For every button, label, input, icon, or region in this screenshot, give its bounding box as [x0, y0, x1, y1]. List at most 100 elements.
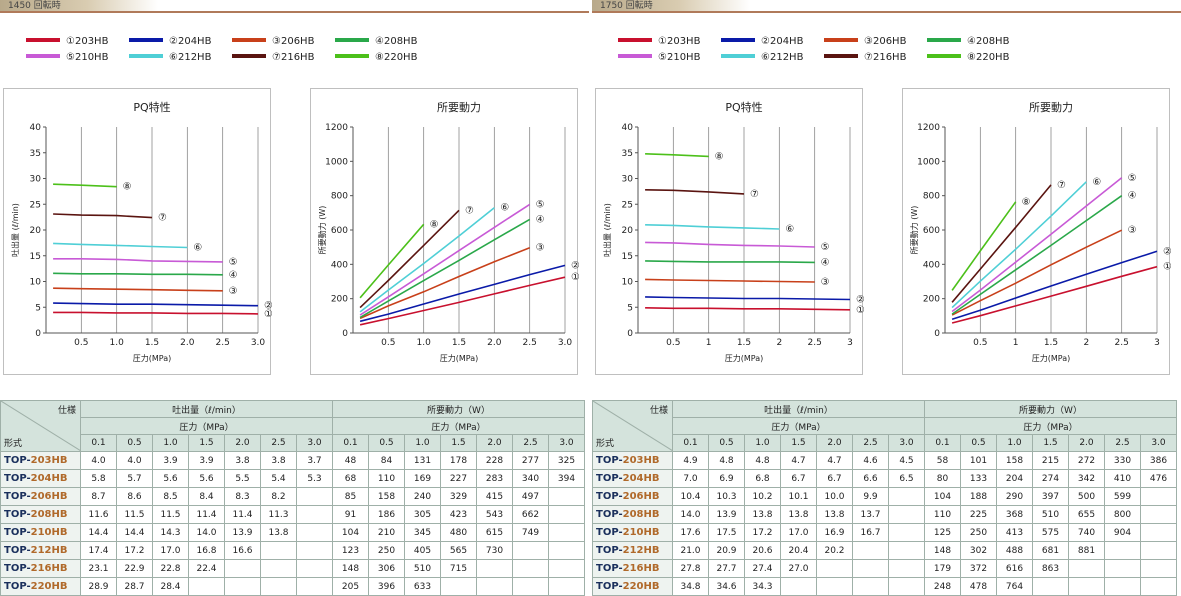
- model-name: TOP-212HB: [0, 541, 81, 560]
- x-tick-label: 3.0: [558, 338, 573, 348]
- power-cell: 133: [960, 469, 997, 488]
- power-cell: 386: [1140, 451, 1177, 470]
- legend-swatch: [824, 38, 858, 42]
- series-marker-210hb: ⑤: [1128, 173, 1137, 184]
- power-cell: 330: [1104, 451, 1141, 470]
- series-line-206hb: [951, 229, 1123, 316]
- model-name: TOP-204HB: [0, 469, 81, 488]
- power-cell: 80: [924, 469, 961, 488]
- series-line-204hb: [359, 264, 566, 323]
- x-tick-label: 1: [706, 338, 712, 348]
- flow-cell: 3.7: [296, 451, 333, 470]
- model-suffix: 220HB: [622, 581, 660, 592]
- power-cell: 58: [924, 451, 961, 470]
- pressure-value: 2.5: [852, 434, 889, 452]
- power-cell: 397: [1032, 487, 1069, 506]
- flow-cell: 8.3: [224, 487, 261, 506]
- table-row: TOP-216HB 27.8 27.7 27.4 27.0 179 372 616 863: [592, 559, 1177, 578]
- legend-swatch: [721, 38, 755, 42]
- model-name: TOP-210HB: [0, 523, 81, 542]
- legend-label: ⑧220HB: [967, 52, 1010, 63]
- model-suffix: 204HB: [30, 473, 68, 484]
- model-prefix: TOP-: [596, 581, 623, 592]
- flow-cell: 13.9: [224, 523, 261, 542]
- series-marker-220hb: ⑧: [123, 182, 132, 193]
- flow-cell: 10.1: [780, 487, 817, 506]
- x-tick-label: 0.5: [973, 338, 987, 348]
- x-tick-label: 1.0: [110, 338, 125, 348]
- power-cell: 205: [332, 577, 369, 596]
- x-tick-label: 0.5: [74, 338, 88, 348]
- y-axis-label: 所要動力 (W): [317, 206, 327, 255]
- pressure-label: 圧力（MPa）: [332, 417, 585, 435]
- series-marker-203hb: ①: [856, 305, 864, 316]
- power-cell: 169: [404, 469, 441, 488]
- flow-cell: 4.8: [744, 451, 781, 470]
- spec-table: 仕様 形式 吐出量（ℓ/min） 所要動力（W） 圧力（MPa） 圧力（MPa） 0.1 0.…: [0, 400, 585, 596]
- power-cell: [548, 505, 585, 524]
- pressure-value: 0.1: [924, 434, 961, 452]
- power-chart-svg: 所要動力 0.5 1.0 1.5 2.0 2.5 3.0 0 200 400 600 800 1000 1…: [317, 100, 579, 363]
- flow-cell: [296, 505, 333, 524]
- legend-swatch: [26, 38, 60, 42]
- series-line-204hb: [951, 250, 1158, 321]
- series-line-220hb: [645, 153, 709, 158]
- flow-cell: 5.3: [296, 469, 333, 488]
- pq-chart-svg: PQ特性 0.5 1.0 1.5 2.0 2.5 3.0 0 5 10 15 20 25 30 35 40 圧力…: [10, 100, 272, 363]
- power-cell: [548, 523, 585, 542]
- y-tick-label: 1000: [325, 157, 348, 167]
- legend-swatch: [232, 38, 266, 42]
- flow-cell: 28.7: [116, 577, 153, 596]
- legend-label: ②204HB: [761, 36, 804, 47]
- series-marker-210hb: ⑤: [536, 199, 545, 210]
- power-cell: 655: [1068, 505, 1105, 524]
- x-axis-label: 圧力(MPa): [440, 353, 479, 363]
- flow-cell: 16.6: [224, 541, 261, 560]
- model-suffix: 203HB: [622, 455, 660, 466]
- model-prefix: TOP-: [596, 455, 623, 466]
- x-axis-label: 圧力(MPa): [133, 353, 172, 363]
- power-cell: 104: [924, 487, 961, 506]
- flow-cell: 5.8: [80, 469, 117, 488]
- flow-cell: 10.0: [816, 487, 853, 506]
- legend-label: ⑧220HB: [375, 52, 418, 63]
- pressure-value: 0.1: [672, 434, 709, 452]
- rpm-rule: [592, 11, 1181, 13]
- flow-cell: 3.8: [224, 451, 261, 470]
- y-tick-label: 200: [923, 295, 940, 305]
- series-marker-203hb: ①: [571, 272, 579, 283]
- power-cell: 215: [1032, 451, 1069, 470]
- power-cell: 148: [332, 559, 369, 578]
- flow-cell: [852, 577, 889, 596]
- flow-cell: 10.2: [744, 487, 781, 506]
- flow-cell: 8.4: [188, 487, 225, 506]
- legend-item-210hb: ⑤210HB: [618, 51, 700, 65]
- power-cell: [1032, 577, 1069, 596]
- legend-swatch: [232, 54, 266, 58]
- model-prefix: TOP-: [4, 545, 31, 556]
- rpm-rule: [0, 11, 589, 13]
- power-cell: 250: [960, 523, 997, 542]
- x-tick-label: 3.0: [251, 338, 266, 348]
- pressure-value: 0.5: [368, 434, 405, 452]
- power-cell: 410: [1104, 469, 1141, 488]
- pressure-value: 3.0: [1140, 434, 1177, 452]
- legend: ①203HB ②204HB ③206HB ④208HB ⑤210HB ⑥212HB ⑦216…: [618, 35, 1138, 65]
- series-marker-204hb: ②: [571, 260, 579, 271]
- flow-cell: 13.8: [260, 523, 297, 542]
- power-cell: 730: [476, 541, 513, 560]
- series-marker-208hb: ④: [1128, 191, 1137, 202]
- power-cell: [1140, 505, 1177, 524]
- power-cell: 85: [332, 487, 369, 506]
- flow-cell: 6.5: [888, 469, 925, 488]
- flow-cell: 14.3: [152, 523, 189, 542]
- flow-cell: [296, 559, 333, 578]
- x-axis-label: 圧力(MPa): [1032, 353, 1071, 363]
- power-cell: 423: [440, 505, 477, 524]
- power-cell: [1140, 523, 1177, 542]
- power-cell: 394: [548, 469, 585, 488]
- series-line-203hb: [359, 276, 566, 326]
- series-line-208hb: [645, 260, 815, 264]
- pressure-value: 0.1: [332, 434, 369, 452]
- power-cell: [1104, 577, 1141, 596]
